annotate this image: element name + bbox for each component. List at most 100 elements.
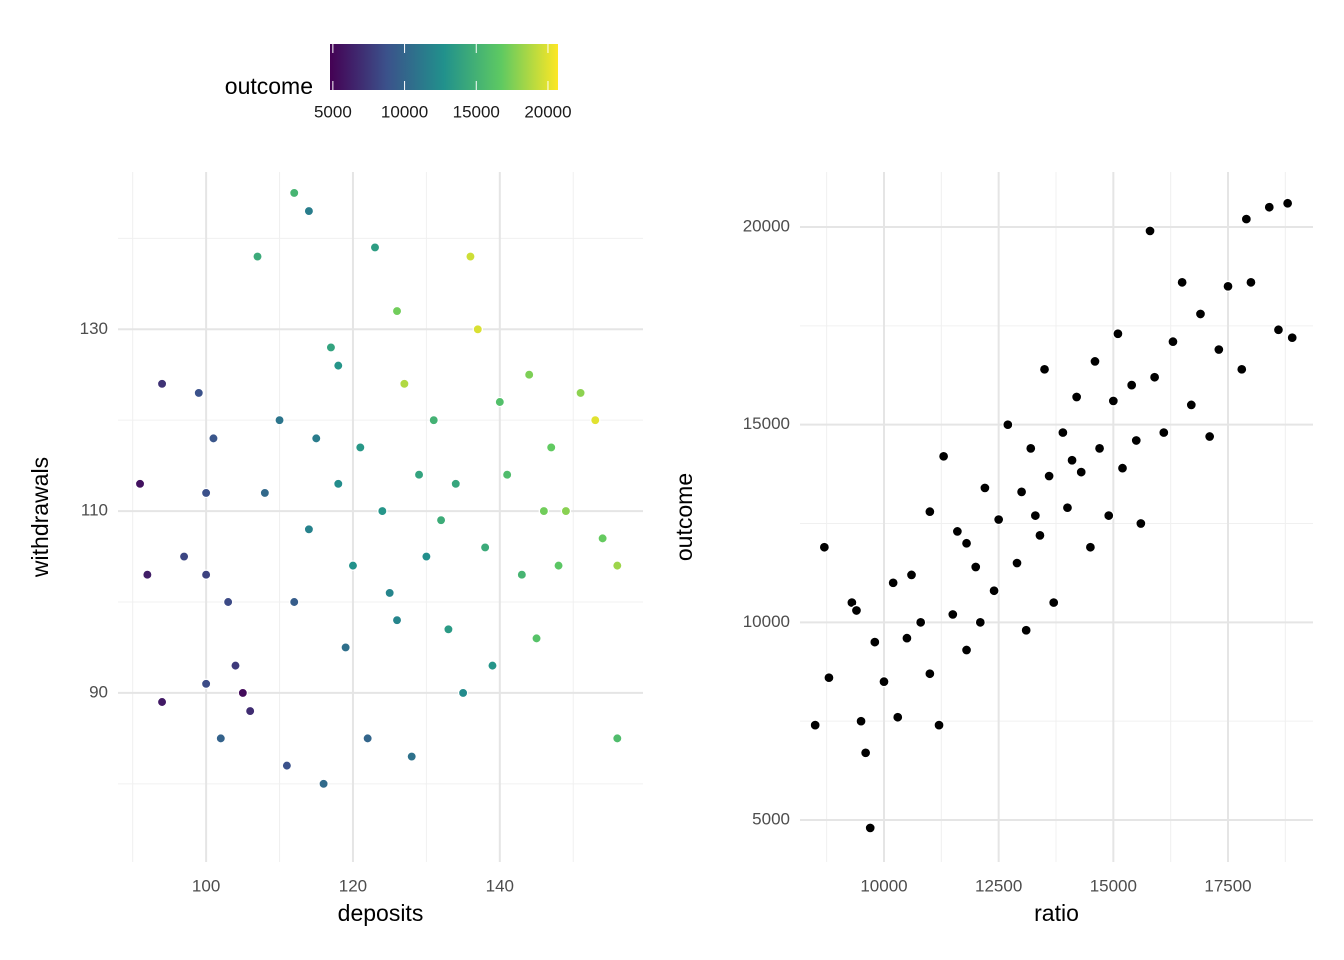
x-tick-label: 120 xyxy=(339,876,367,895)
point xyxy=(421,551,432,562)
point xyxy=(384,587,395,599)
point xyxy=(1093,442,1106,455)
point xyxy=(274,414,285,426)
point xyxy=(487,660,498,671)
point xyxy=(1020,624,1032,636)
colorbar-title: outcome xyxy=(225,73,313,99)
y-tick-label: 90 xyxy=(89,682,108,701)
point xyxy=(974,616,986,628)
point xyxy=(970,561,982,573)
point xyxy=(325,342,337,353)
point xyxy=(553,560,564,571)
point xyxy=(979,482,991,494)
point xyxy=(1011,557,1023,569)
x-tick-label: 15000 xyxy=(1090,876,1137,895)
x-tick-label: 10000 xyxy=(860,876,907,895)
point xyxy=(892,711,904,723)
point xyxy=(855,715,867,727)
point xyxy=(369,242,381,253)
point xyxy=(960,644,973,656)
point xyxy=(1176,276,1188,288)
point xyxy=(1213,343,1225,356)
point xyxy=(1135,517,1147,530)
point xyxy=(887,577,899,589)
point xyxy=(531,633,542,644)
point xyxy=(575,387,586,399)
point xyxy=(993,513,1005,526)
point xyxy=(1158,426,1170,439)
point xyxy=(156,696,168,708)
point xyxy=(311,433,322,444)
point xyxy=(472,324,484,335)
point xyxy=(850,604,863,617)
point xyxy=(399,378,410,390)
point xyxy=(901,632,913,644)
point xyxy=(200,569,212,580)
point xyxy=(178,551,190,562)
point xyxy=(1070,391,1083,403)
point xyxy=(479,542,491,553)
point xyxy=(1194,308,1207,320)
point xyxy=(905,569,918,581)
y-axis-title: outcome xyxy=(671,473,697,561)
point xyxy=(1240,213,1253,225)
point xyxy=(200,678,212,690)
x-tick-label: 17500 xyxy=(1204,876,1251,895)
point xyxy=(134,478,146,490)
point xyxy=(1112,328,1124,340)
point xyxy=(924,505,936,518)
point xyxy=(355,442,366,453)
point xyxy=(1185,399,1197,411)
point xyxy=(501,469,513,480)
point xyxy=(597,533,608,544)
point xyxy=(545,442,557,453)
point xyxy=(1245,276,1257,288)
point xyxy=(947,608,959,621)
point xyxy=(193,387,205,399)
point xyxy=(1089,355,1101,368)
point xyxy=(859,747,872,759)
point xyxy=(303,205,315,217)
point xyxy=(222,596,234,608)
x-tick-label: 12500 xyxy=(975,876,1022,895)
point xyxy=(450,478,462,490)
point xyxy=(1148,371,1161,383)
point xyxy=(818,541,831,553)
point xyxy=(406,751,417,762)
point xyxy=(1281,197,1294,209)
point xyxy=(303,524,315,535)
x-axis-title: deposits xyxy=(338,900,424,926)
y-tick-label: 20000 xyxy=(743,216,790,235)
point xyxy=(1084,541,1097,553)
colorbar xyxy=(330,44,558,90)
point xyxy=(924,668,936,680)
point xyxy=(1144,225,1156,237)
point xyxy=(1126,379,1138,391)
point xyxy=(362,733,373,744)
point xyxy=(1130,434,1142,447)
point xyxy=(1002,419,1014,431)
point xyxy=(288,596,300,608)
point xyxy=(516,569,528,580)
point xyxy=(391,614,403,626)
point xyxy=(1038,363,1051,375)
point xyxy=(988,585,1000,597)
point xyxy=(1034,529,1046,542)
point xyxy=(960,537,973,549)
point xyxy=(933,719,945,731)
point xyxy=(435,514,447,526)
point xyxy=(1066,454,1078,466)
point xyxy=(288,187,300,199)
point xyxy=(823,672,835,684)
point xyxy=(560,505,572,517)
point xyxy=(1272,324,1285,336)
colorbar-tick-label: 20000 xyxy=(524,102,571,121)
point xyxy=(1107,395,1119,407)
point xyxy=(538,505,550,517)
point xyxy=(915,616,927,628)
point xyxy=(612,733,623,744)
point xyxy=(333,478,344,490)
point xyxy=(1075,466,1087,478)
y-tick-label: 5000 xyxy=(752,809,790,828)
point xyxy=(142,569,153,580)
